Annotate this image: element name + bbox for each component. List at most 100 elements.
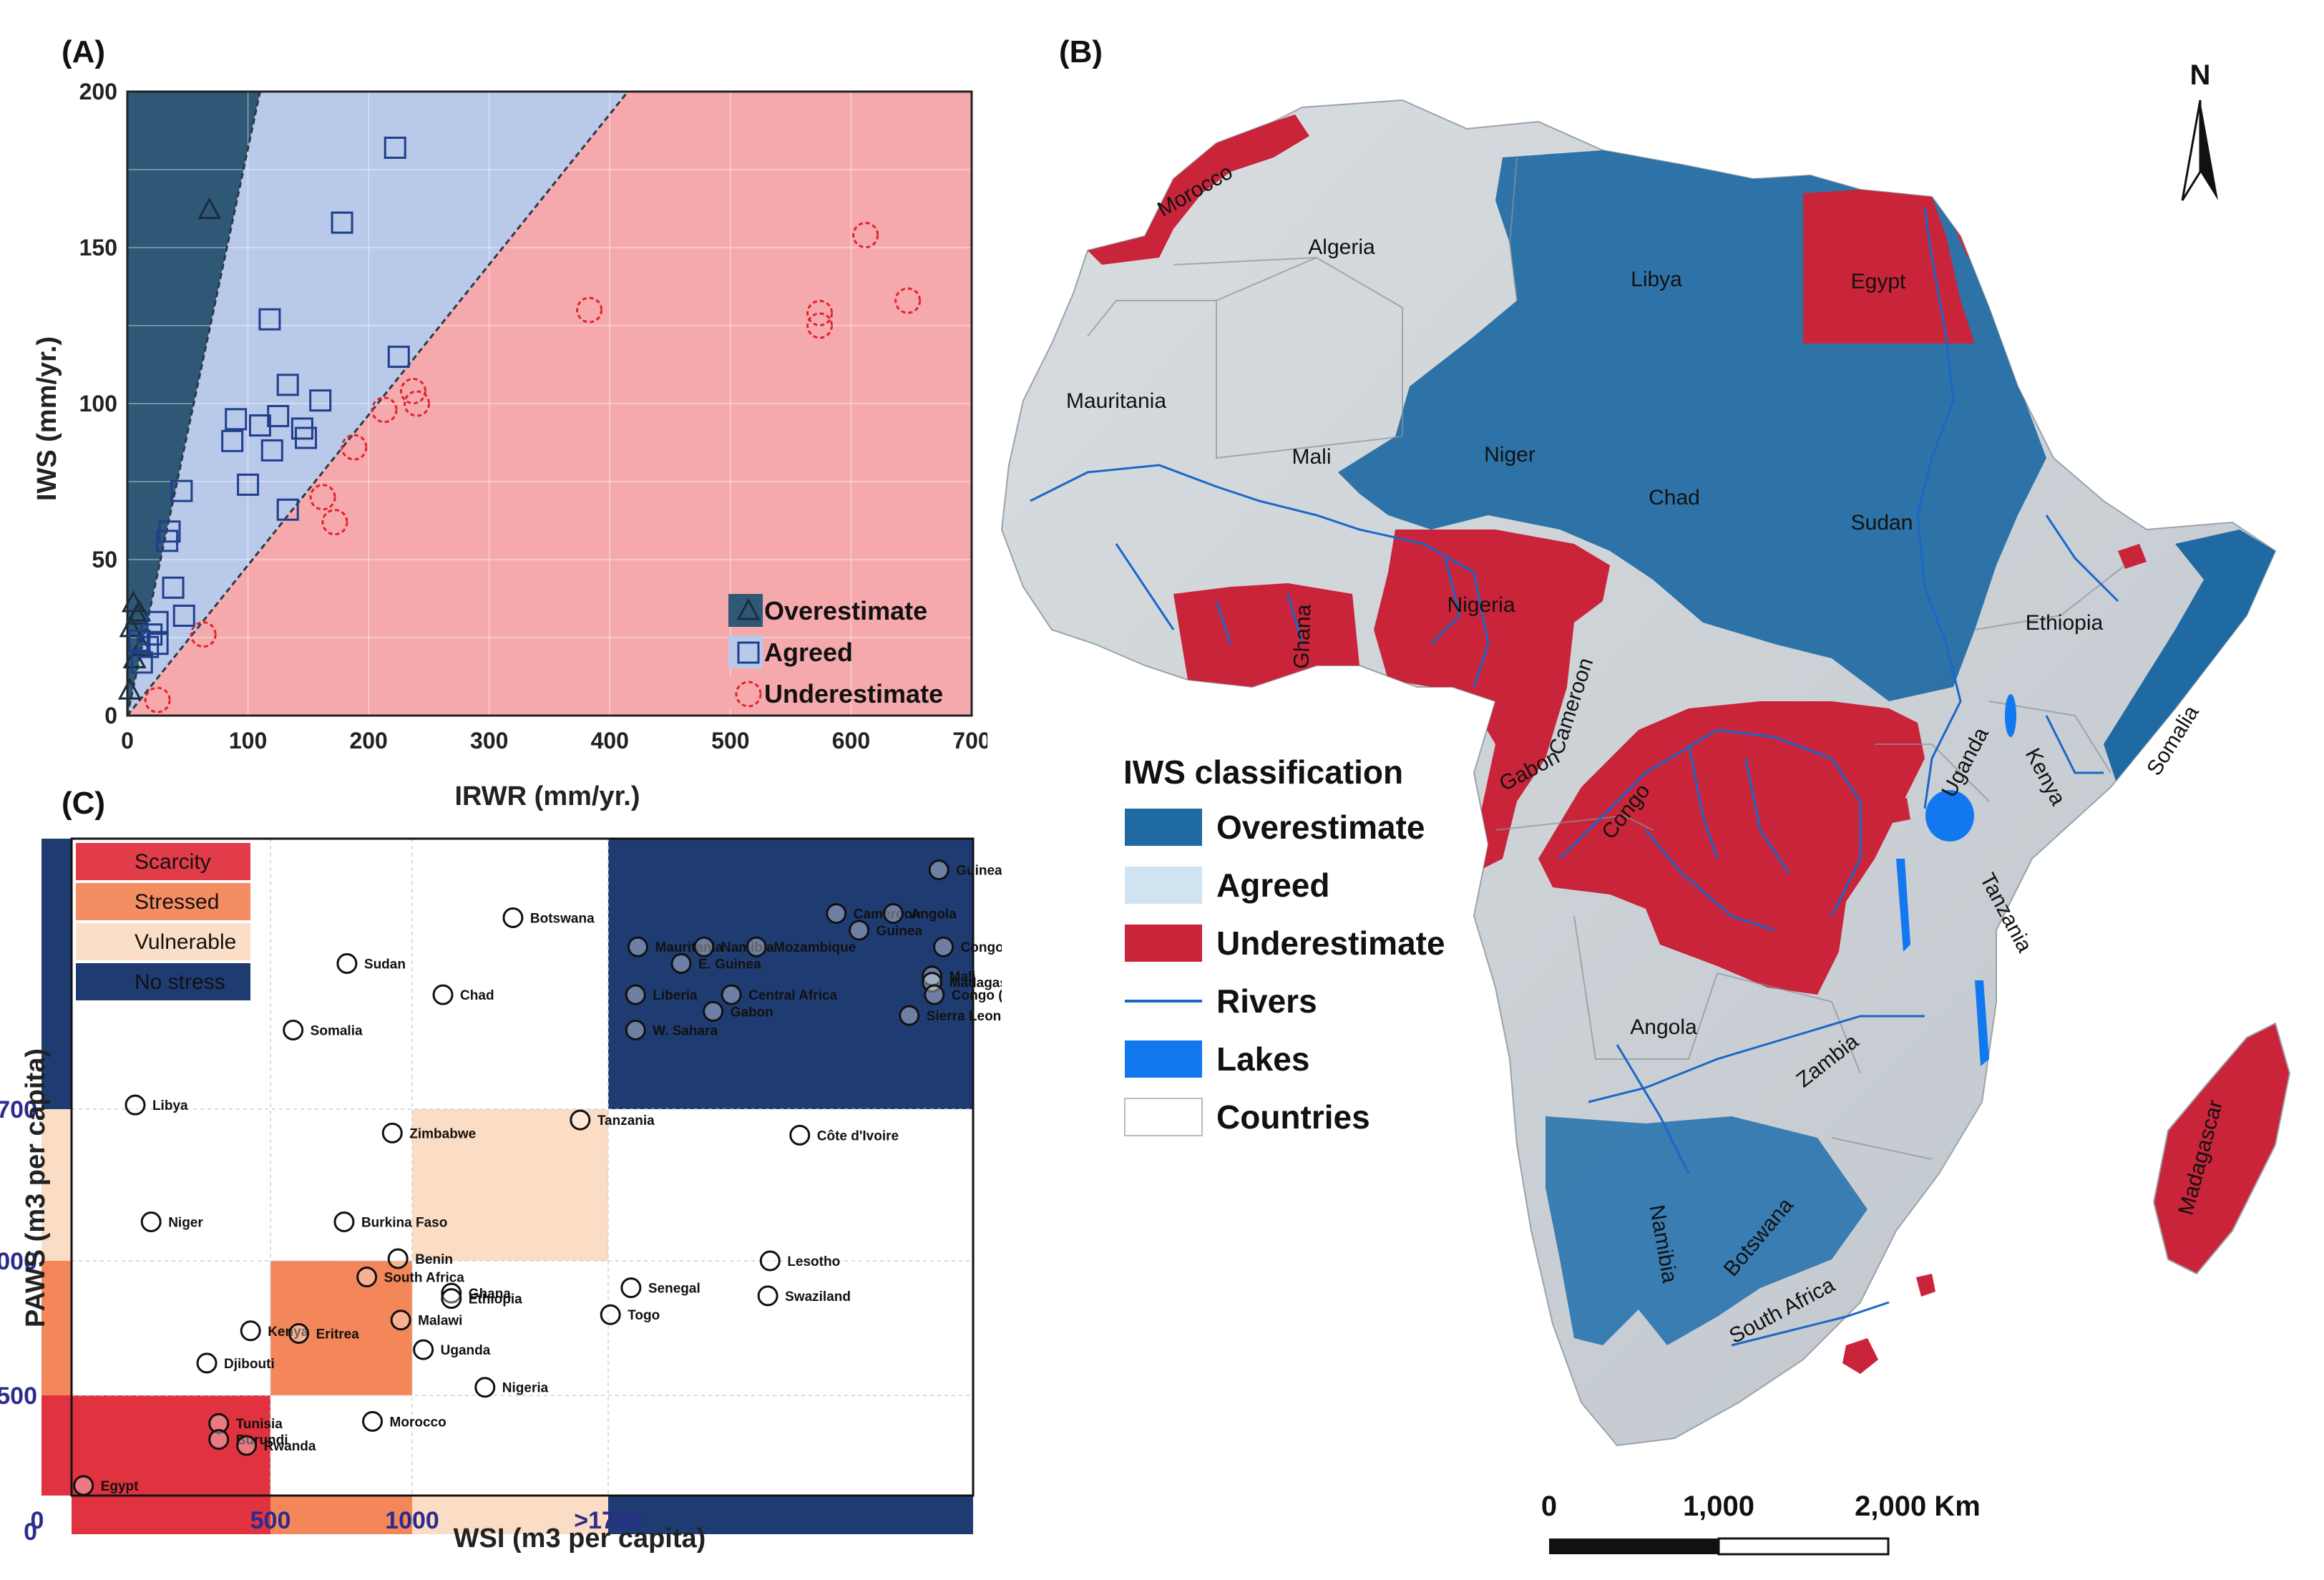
c-ytick: 1000 [0, 1248, 37, 1275]
north-label: N [2190, 59, 2211, 91]
country-marker [125, 1094, 146, 1116]
underestimate-point [144, 686, 171, 713]
country-marker [570, 1109, 591, 1131]
country-marker [670, 952, 692, 974]
country-label: South Africa [384, 1271, 465, 1286]
a-ytick: 50 [92, 547, 117, 572]
country-label: Nigeria [502, 1381, 549, 1396]
lakes [1896, 694, 2016, 1066]
map-country-label: Angola [1630, 1015, 1697, 1039]
a-legend-marker [737, 641, 760, 664]
country-marker [196, 1352, 218, 1374]
country-label: Niger [168, 1215, 203, 1230]
c-ytick: 0 [24, 1518, 37, 1546]
a-ytick: 200 [79, 79, 117, 104]
country-point: Chad [432, 984, 494, 1005]
country-label: Morocco [390, 1415, 446, 1430]
underestimate-point [806, 300, 834, 327]
agreed-point [387, 346, 410, 369]
country-label: Gabon [731, 1005, 773, 1020]
country-label: Chad [460, 988, 494, 1003]
map-legend-label: Underestimate [1216, 925, 1445, 962]
agreed-point [170, 479, 193, 502]
c-legend-swatch [76, 923, 250, 960]
a-legend-label: Overestimate [764, 596, 927, 625]
a-legend-label: Agreed [764, 638, 853, 667]
agreed-point [309, 389, 332, 412]
country-label: Lesotho [787, 1254, 840, 1269]
country-label: Madagascar [949, 976, 1002, 991]
country-marker [627, 936, 648, 957]
map-country-label: Egypt [1851, 270, 1906, 293]
boundary-lower [126, 91, 629, 716]
region-somalia [2104, 530, 2275, 787]
c-legend-label: Vulnerable [135, 930, 236, 954]
country-point: Guinea-Bissau [928, 859, 1002, 881]
agreed-point [276, 374, 299, 396]
country-label: Egypt [101, 1479, 139, 1494]
country-point: Congo (DRC) [924, 984, 1002, 1005]
country-marker [882, 903, 904, 925]
overestimate-point [119, 615, 143, 638]
country-marker [73, 1475, 94, 1496]
country-label: W. Sahara [653, 1024, 718, 1039]
country-label: Mozambique [773, 940, 856, 955]
country-marker [413, 1339, 434, 1360]
agreed-point [146, 610, 169, 633]
country-point: Zimbabwe [381, 1122, 476, 1143]
country-point: Malawi [390, 1310, 462, 1331]
country-marker [625, 1020, 646, 1041]
a-ytick: 150 [79, 235, 117, 260]
c-legend-label: No stress [135, 970, 225, 994]
underestimate-point [400, 378, 427, 405]
country-marker [441, 1288, 462, 1310]
a-legend-marker [736, 598, 761, 620]
country-point: Mauritania [627, 936, 723, 957]
country-label: Angola [910, 907, 957, 922]
c-xtick: 1000 [385, 1507, 439, 1534]
panel-b-label: (B) [1059, 34, 1103, 69]
map-country-label: Nigeria [1447, 593, 1515, 617]
map-country-label: Libya [1631, 268, 1682, 291]
c-xtick: >1700 [574, 1507, 643, 1534]
underestimate-point [806, 312, 834, 339]
country-point: Angola [882, 903, 957, 925]
country-point: Kenya [240, 1320, 309, 1342]
c-legend-swatch [76, 883, 250, 920]
country-label: Botswana [530, 911, 595, 926]
map-legend-swatch [1125, 809, 1202, 846]
country-point: Tunisia [208, 1413, 283, 1434]
country-marker [381, 1122, 403, 1143]
country-marker [236, 1435, 258, 1456]
map-legend-label: Overestimate [1216, 809, 1425, 846]
country-label: Côte d'Ivoire [817, 1128, 899, 1143]
agreed-point [128, 629, 151, 652]
lake-tanganyika [1896, 859, 1910, 952]
map-legend-label: Countries [1216, 1098, 1370, 1136]
c-xtick: 500 [250, 1507, 291, 1534]
country-marker [826, 903, 847, 925]
map-legend-swatch [1125, 867, 1202, 904]
region-ghana [1173, 583, 1359, 687]
country-point: Sudan [336, 952, 406, 974]
country-marker [746, 936, 767, 957]
country-point: W. Sahara [625, 1020, 718, 1041]
agreed-point [172, 604, 195, 627]
country-label: Senegal [648, 1282, 700, 1297]
country-point: Guinea [849, 920, 922, 941]
country-label: Rwanda [264, 1439, 316, 1454]
country-point: Togo [600, 1304, 660, 1325]
c-stressed-zone [270, 1261, 412, 1395]
map-legend-label: Rivers [1216, 982, 1317, 1020]
country-label: Djibouti [224, 1357, 275, 1372]
c-xtick: 0 [31, 1507, 44, 1534]
a-xtick: 100 [229, 728, 267, 754]
a-xtick: 200 [349, 728, 387, 754]
country-label: Sudan [364, 957, 406, 972]
country-marker [849, 920, 870, 941]
chart-c-ylabel: PAWS (m3 per capita) [21, 1048, 51, 1327]
country-point: Niger [140, 1211, 203, 1232]
underestimate-point [321, 509, 348, 536]
a-xtick: 700 [952, 728, 987, 754]
country-marker [240, 1320, 261, 1342]
